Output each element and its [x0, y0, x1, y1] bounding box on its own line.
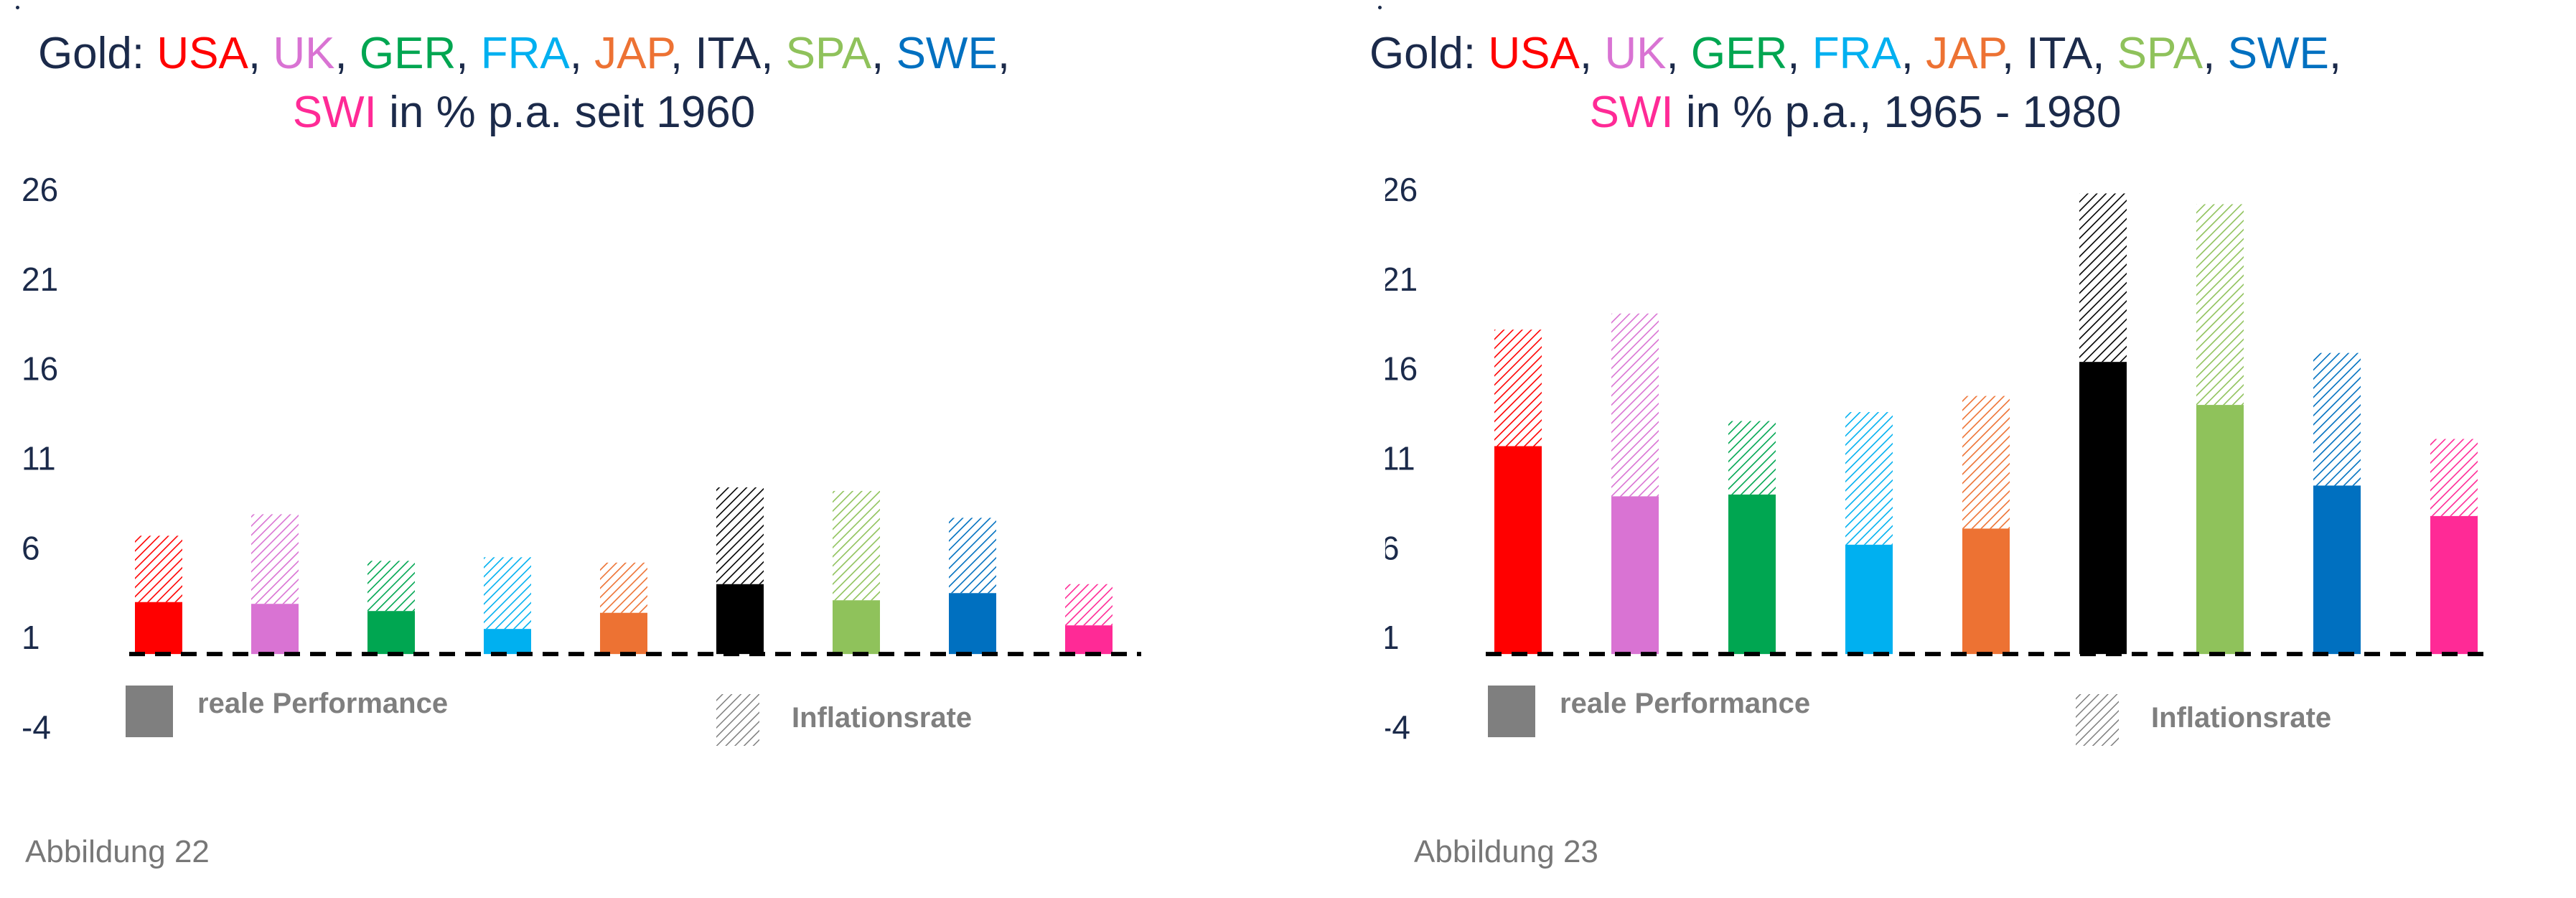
bar-real-usa — [1494, 446, 1542, 655]
bar-inflation-swe — [949, 518, 996, 594]
legend-label-inflation: Inflationsrate — [792, 702, 972, 734]
title-prefix: Gold: — [37, 29, 145, 78]
title-ita: ITA — [2026, 29, 2093, 78]
corner-dot — [16, 6, 19, 9]
y-tick-label: 6 — [1385, 529, 1400, 566]
bar-real-ita — [2079, 362, 2127, 655]
title-usa: USA — [1488, 29, 1580, 78]
bar-inflation-ger — [367, 561, 415, 612]
bar-real-swe — [2313, 485, 2361, 655]
bar-real-spa — [833, 600, 880, 655]
bar-inflation-ger — [1728, 421, 1776, 495]
y-tick-label: 21 — [22, 261, 58, 298]
legend-swatch-real — [126, 686, 173, 737]
y-tick-label: 11 — [22, 440, 56, 477]
title-spa: SPA — [2117, 29, 2203, 78]
bar-inflation-ita — [2079, 193, 2127, 363]
bar-inflation-usa — [135, 535, 182, 602]
title-suffix: in % p.a. seit 1960 — [389, 88, 756, 137]
y-tick-label: 16 — [22, 350, 58, 388]
y-tick-label: 21 — [1385, 261, 1418, 298]
y-tick-label: 1 — [1385, 619, 1400, 656]
bar-inflation-swi — [1065, 584, 1113, 626]
bar-real-swi — [2430, 515, 2478, 655]
figure-caption-1: Abbildung 22 — [25, 834, 210, 869]
bar-inflation-usa — [1494, 329, 1542, 446]
bar-chart-2: 26 21 16 11 6 1 -4 reale Performance Inflationsr… — [1385, 171, 2491, 746]
y-tick-label: 26 — [22, 171, 58, 208]
title-ger: GER — [1690, 29, 1788, 78]
bar-inflation-uk — [251, 514, 299, 604]
bar-real-ger — [367, 611, 415, 655]
figure-caption-2: Abbildung 23 — [1414, 834, 1598, 869]
chart-title-2: Gold: USA, UK, GER, FRA, JAP, ITA, SPA, … — [1369, 29, 2342, 137]
bar-inflation-jap — [1962, 396, 2010, 529]
bar-inflation-swi — [2430, 439, 2478, 516]
y-tick-label: -4 — [1385, 708, 1410, 746]
title-swe: SWE — [896, 29, 998, 78]
bar-real-ger — [1728, 494, 1776, 655]
bar-inflation-fra — [484, 557, 531, 630]
bar-real-jap — [600, 612, 647, 655]
title-usa: USA — [156, 29, 248, 78]
y-tick-label: 26 — [1385, 171, 1418, 208]
bar-real-fra — [484, 629, 531, 655]
bar-real-swe — [949, 593, 996, 655]
title-suffix: in % p.a., 1965 - 1980 — [1685, 88, 2122, 137]
bar-real-ita — [716, 584, 764, 655]
bar-inflation-swe — [2313, 352, 2361, 486]
bar-real-jap — [1962, 528, 2010, 655]
title-prefix: Gold: — [1369, 29, 1476, 78]
title-ger: GER — [359, 29, 456, 78]
bar-real-uk — [251, 604, 299, 655]
title-ita: ITA — [695, 29, 762, 78]
title-uk: UK — [1604, 29, 1667, 78]
y-tick-label: 6 — [22, 529, 40, 566]
bar-real-uk — [1611, 496, 1659, 655]
bar-real-swi — [1065, 625, 1113, 655]
title-spa: SPA — [785, 29, 872, 78]
title-fra: FRA — [1812, 29, 1901, 78]
legend-label-inflation: Inflationsrate — [2151, 702, 2331, 734]
title-swi: SWI — [1589, 88, 1674, 137]
chart-panel-2: Gold: USA, UK, GER, FRA, JAP, ITA, SPA, … — [1369, 0, 2576, 898]
chart-panel-1: Gold: USA, UK, GER, FRA, JAP, ITA, SPA, … — [16, 6, 1141, 869]
legend-label-real: reale Performance — [1560, 688, 1810, 719]
legend-label-real: reale Performance — [197, 688, 448, 719]
bar-real-usa — [135, 602, 182, 655]
title-jap: JAP — [1926, 29, 2002, 78]
y-tick-label: -4 — [22, 708, 51, 746]
title-swi: SWI — [292, 88, 377, 137]
bar-inflation-spa — [833, 490, 880, 601]
y-tick-label: 11 — [1385, 440, 1415, 477]
bar-real-spa — [2196, 405, 2244, 655]
legend-swatch-inflation — [716, 694, 759, 746]
title-swe: SWE — [2227, 29, 2329, 78]
y-tick-label: 16 — [1385, 350, 1418, 388]
y-tick-label: 1 — [22, 619, 40, 656]
title-jap: JAP — [594, 29, 670, 78]
title-uk: UK — [273, 29, 335, 78]
bar-chart-1: 26 21 16 11 6 1 -4 reale Performance Inflationsr… — [22, 171, 1141, 746]
bar-inflation-fra — [1845, 412, 1893, 545]
bar-inflation-spa — [2196, 204, 2244, 406]
bar-inflation-ita — [716, 487, 764, 584]
title-fra: FRA — [480, 29, 570, 78]
chart-title-1: Gold: USA, UK, GER, FRA, JAP, ITA, SPA, … — [37, 29, 1011, 137]
bar-inflation-uk — [1611, 313, 1659, 497]
legend-swatch-real — [1488, 686, 1535, 737]
legend-swatch-inflation — [2076, 694, 2119, 746]
corner-dot — [1378, 6, 1382, 9]
bar-inflation-jap — [600, 562, 647, 613]
bar-real-fra — [1845, 544, 1893, 655]
